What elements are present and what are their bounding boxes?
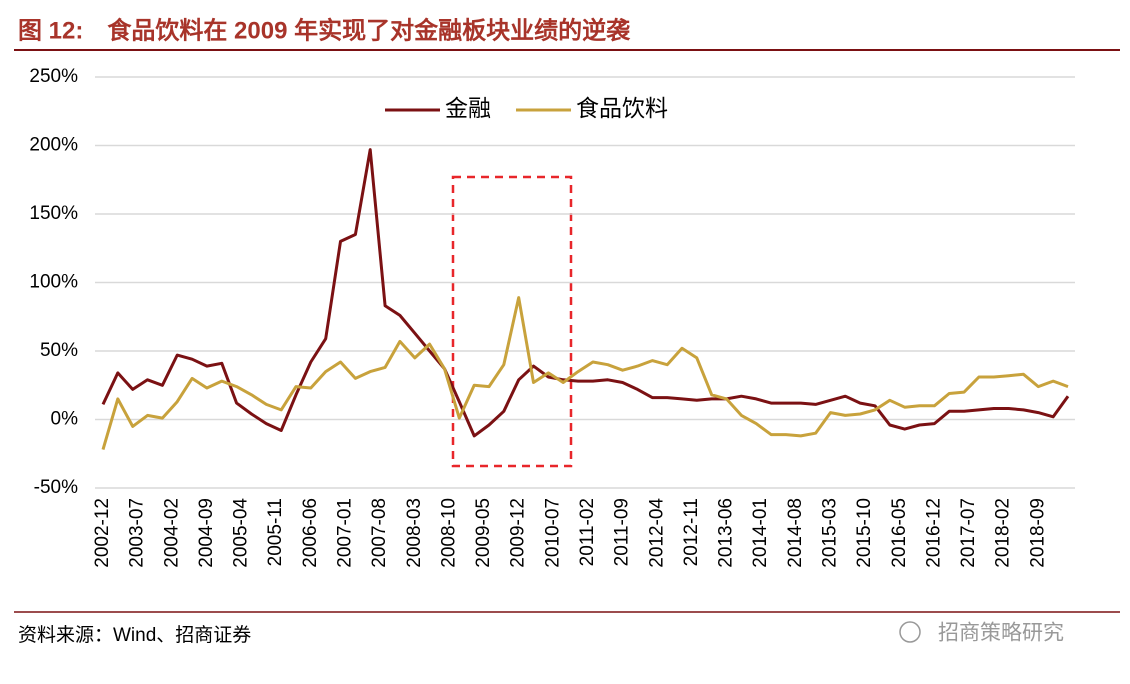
- x-tick-label: 2015-10: [854, 498, 875, 568]
- x-tick-label: 2016-05: [889, 498, 910, 568]
- x-tick-label: 2018-02: [993, 498, 1014, 568]
- x-tick-label: 2008-03: [404, 498, 425, 568]
- y-tick-label: 0%: [51, 409, 79, 430]
- y-tick-label: 50%: [40, 340, 78, 361]
- source: 资料来源：Wind、招商证券: [18, 624, 251, 646]
- highlight-box: [451, 175, 573, 468]
- x-tick-label: 2014-08: [785, 498, 806, 568]
- chart-title: 图 12: 食品饮料在 2009 年实现了对金融板块业绩的逆袭: [18, 16, 631, 44]
- x-tick-label: 2004-02: [161, 498, 182, 568]
- watermark: 招商策略研究: [938, 622, 1064, 645]
- y-tick-label: 250%: [29, 66, 78, 87]
- x-tick-label: 2012-04: [646, 498, 667, 568]
- x-tick-label: 2006-06: [300, 498, 321, 568]
- x-tick-label: 2014-01: [750, 498, 771, 568]
- x-tick-label: 2005-11: [265, 498, 286, 566]
- x-tick-label: 2011-09: [612, 498, 633, 566]
- x-tick-label: 2012-11: [681, 498, 702, 566]
- watermark-icon: [899, 621, 921, 643]
- legend-label: 金融: [445, 95, 491, 121]
- x-tick-label: 2016-12: [923, 498, 944, 568]
- x-tick-label: 2015-03: [819, 498, 840, 568]
- x-tick-label: 2018-09: [1027, 498, 1048, 568]
- x-tick-label: 2009-05: [473, 498, 494, 568]
- x-tick-label: 2017-07: [958, 498, 979, 568]
- legend-label: 食品饮料: [576, 95, 668, 121]
- x-tick-label: 2003-07: [127, 498, 148, 568]
- y-tick-label: 200%: [29, 135, 78, 156]
- y-tick-label: 100%: [29, 272, 78, 293]
- x-tick-label: 2007-01: [335, 498, 356, 568]
- y-tick-label: -50%: [34, 477, 78, 498]
- x-tick-label: 2007-08: [369, 498, 390, 568]
- x-tick-label: 2005-04: [231, 498, 252, 568]
- x-tick-label: 2013-06: [716, 498, 737, 568]
- x-tick-label: 2011-02: [577, 498, 598, 566]
- series-line: [101, 296, 1069, 451]
- series-line: [101, 148, 1070, 438]
- x-tick-label: 2008-10: [438, 498, 459, 568]
- x-tick-label: 2009-12: [508, 498, 529, 568]
- x-tick-label: 2004-09: [196, 498, 217, 568]
- y-tick-label: 150%: [29, 203, 78, 224]
- x-tick-label: 2010-07: [542, 498, 563, 568]
- x-tick-label: 2002-12: [92, 498, 113, 568]
